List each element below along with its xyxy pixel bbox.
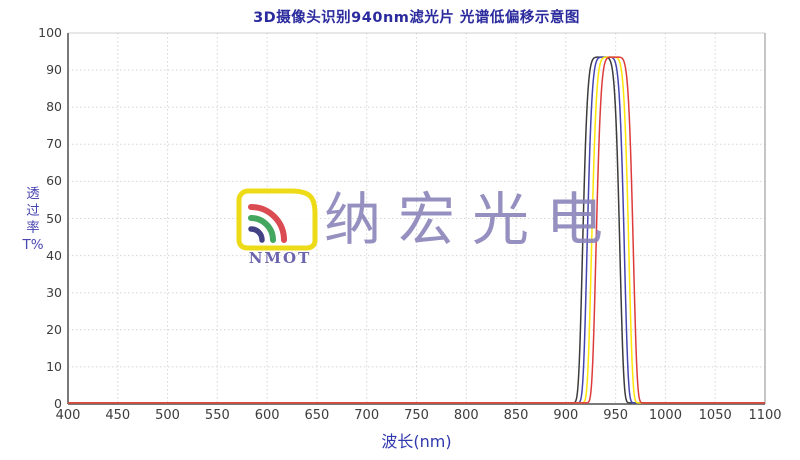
logo-signal-arc-middle-icon bbox=[248, 215, 276, 243]
x-tick-label: 500 bbox=[155, 408, 180, 423]
y-tick-label: 30 bbox=[46, 284, 62, 300]
y-axis-label-char: T% bbox=[22, 237, 44, 253]
y-axis-label-char: 率 bbox=[26, 220, 40, 236]
x-tick-label: 1100 bbox=[748, 408, 782, 423]
y-tick-label: 70 bbox=[46, 136, 62, 152]
x-tick-label: 900 bbox=[553, 408, 579, 423]
nmot-logo-icon bbox=[236, 188, 318, 251]
x-tick-label: 650 bbox=[304, 408, 330, 423]
y-tick-label: 40 bbox=[46, 247, 62, 263]
y-tick-label: 20 bbox=[46, 321, 62, 337]
x-tick-label: 1050 bbox=[698, 408, 732, 423]
x-tick-label: 750 bbox=[404, 408, 429, 423]
y-tick-label: 0 bbox=[54, 396, 62, 411]
x-tick-label: 950 bbox=[603, 408, 629, 423]
y-tick-label: 50 bbox=[46, 210, 62, 226]
logo-signal-arc-outer-icon bbox=[248, 204, 287, 243]
y-tick-label: 90 bbox=[46, 62, 62, 78]
x-tick-label: 1000 bbox=[648, 408, 682, 423]
x-tick-label: 800 bbox=[453, 408, 479, 423]
y-tick-label: 100 bbox=[38, 25, 62, 40]
x-tick-label: 400 bbox=[55, 408, 81, 423]
y-axis-label-char: 透 bbox=[26, 186, 40, 202]
x-tick-label: 600 bbox=[254, 408, 280, 423]
watermark-logo-text: NMOT bbox=[248, 249, 312, 267]
y-tick-label: 60 bbox=[46, 173, 62, 189]
x-axis-label: 波长(nm) bbox=[381, 432, 452, 451]
chart-title: 3D摄像头识别940nm滤光片 光谱低偏移示意图 bbox=[253, 10, 580, 26]
logo-signal-arc-inner-icon bbox=[248, 226, 265, 243]
x-tick-label: 850 bbox=[503, 408, 529, 423]
x-tick-label: 450 bbox=[105, 408, 131, 423]
x-tick-label: 700 bbox=[354, 408, 380, 423]
y-axis-label-char: 过 bbox=[26, 203, 40, 219]
watermark: NMOT 纳宏光电 bbox=[236, 186, 603, 276]
y-axis-label: 透过率 T% bbox=[20, 186, 46, 254]
x-tick-label: 550 bbox=[204, 408, 230, 423]
y-tick-label: 80 bbox=[46, 99, 62, 115]
watermark-company-text: 纳宏光电 bbox=[324, 187, 620, 253]
red-curve bbox=[67, 56, 766, 404]
y-tick-label: 10 bbox=[46, 358, 62, 374]
